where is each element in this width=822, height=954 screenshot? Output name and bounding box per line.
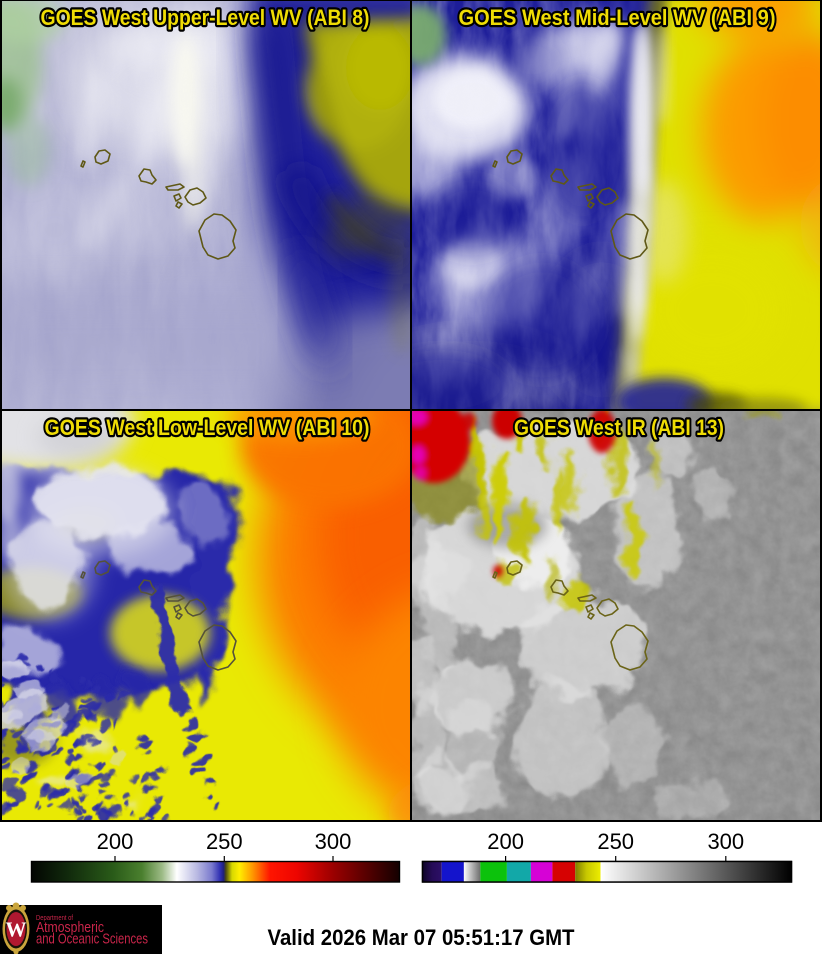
svg-text:Department of: Department of — [36, 913, 74, 922]
svg-text:W: W — [6, 918, 27, 942]
svg-text:GOES West Upper-Level WV (ABI: GOES West Upper-Level WV (ABI 8) — [41, 5, 370, 30]
svg-text:Atmospheric: Atmospheric — [36, 920, 104, 936]
svg-text:300: 300 — [315, 829, 352, 854]
svg-text:250: 250 — [206, 829, 243, 854]
svg-text:GOES West Mid-Level WV (ABI 9): GOES West Mid-Level WV (ABI 9) — [459, 5, 776, 30]
svg-text:Valid 2026 Mar 07 05:51:17 GMT: Valid 2026 Mar 07 05:51:17 GMT — [268, 925, 576, 950]
svg-text:GOES West IR (ABI 13): GOES West IR (ABI 13) — [514, 415, 724, 440]
svg-text:GOES West Low-Level WV (ABI 10: GOES West Low-Level WV (ABI 10) — [45, 415, 370, 440]
svg-text:200: 200 — [487, 829, 524, 854]
svg-text:200: 200 — [97, 829, 134, 854]
svg-text:250: 250 — [597, 829, 634, 854]
svg-text:300: 300 — [707, 829, 744, 854]
svg-text:and Oceanic Sciences: and Oceanic Sciences — [36, 932, 148, 948]
